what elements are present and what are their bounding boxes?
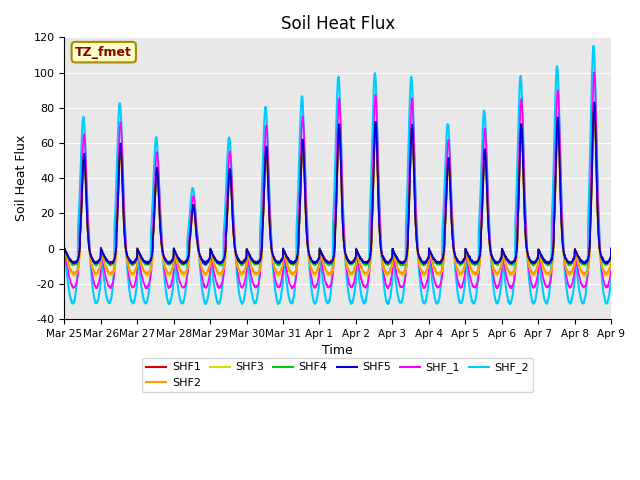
SHF3 bbox=[607, 245, 615, 251]
SHF3 bbox=[559, 247, 567, 252]
SHF_1 bbox=[213, 281, 221, 287]
SHF4 bbox=[591, 101, 598, 107]
SHF_2 bbox=[61, 247, 68, 253]
SHF_1 bbox=[61, 247, 68, 252]
SHF2 bbox=[365, 265, 373, 271]
SHF5 bbox=[201, 261, 209, 267]
SHF4 bbox=[574, 253, 582, 259]
SHF1 bbox=[213, 258, 221, 264]
SHF_2 bbox=[165, 301, 173, 307]
SHF4 bbox=[607, 245, 615, 251]
Legend: SHF1, SHF2, SHF3, SHF4, SHF5, SHF_1, SHF_2: SHF1, SHF2, SHF3, SHF4, SHF5, SHF_1, SHF… bbox=[142, 358, 534, 392]
SHF4 bbox=[61, 246, 68, 252]
SHF_1 bbox=[574, 268, 582, 274]
SHF_2 bbox=[559, 230, 567, 236]
SHF4 bbox=[559, 244, 567, 250]
SHF_1 bbox=[591, 69, 598, 75]
Line: SHF2: SHF2 bbox=[65, 116, 611, 275]
Line: SHF1: SHF1 bbox=[65, 104, 611, 264]
Line: SHF3: SHF3 bbox=[65, 111, 611, 276]
Title: Soil Heat Flux: Soil Heat Flux bbox=[280, 15, 395, 33]
SHF_2 bbox=[589, 43, 597, 49]
SHF5 bbox=[354, 250, 362, 256]
SHF5 bbox=[607, 246, 615, 252]
SHF3 bbox=[213, 269, 221, 275]
SHF2 bbox=[61, 246, 68, 252]
SHF_1 bbox=[497, 275, 504, 280]
SHF3 bbox=[354, 253, 362, 259]
SHF2 bbox=[559, 246, 567, 252]
Line: SHF_1: SHF_1 bbox=[65, 72, 611, 288]
SHF1 bbox=[354, 249, 362, 254]
Line: SHF4: SHF4 bbox=[65, 104, 611, 266]
Y-axis label: Soil Heat Flux: Soil Heat Flux bbox=[15, 135, 28, 221]
SHF_2 bbox=[213, 299, 221, 304]
SHF5 bbox=[497, 255, 504, 261]
SHF2 bbox=[607, 246, 615, 252]
SHF4 bbox=[365, 257, 373, 263]
SHF1 bbox=[497, 257, 504, 263]
SHF4 bbox=[354, 251, 362, 256]
SHF1 bbox=[574, 253, 582, 259]
SHF2 bbox=[324, 272, 332, 277]
Text: TZ_fmet: TZ_fmet bbox=[76, 46, 132, 59]
SHF4 bbox=[497, 258, 504, 264]
SHF3 bbox=[574, 260, 582, 265]
SHF_2 bbox=[497, 287, 504, 292]
SHF_1 bbox=[365, 272, 373, 277]
Line: SHF5: SHF5 bbox=[65, 102, 611, 264]
SHF5 bbox=[213, 260, 221, 265]
SHF_1 bbox=[559, 233, 567, 239]
SHF3 bbox=[497, 266, 504, 272]
SHF3 bbox=[61, 245, 68, 251]
SHF2 bbox=[574, 260, 582, 265]
SHF5 bbox=[61, 246, 68, 252]
SHF1 bbox=[129, 261, 137, 267]
SHF_2 bbox=[365, 221, 373, 227]
Line: SHF_2: SHF_2 bbox=[65, 46, 611, 304]
SHF5 bbox=[365, 257, 373, 263]
SHF3 bbox=[365, 267, 373, 273]
SHF1 bbox=[365, 257, 373, 263]
SHF2 bbox=[213, 268, 221, 274]
SHF_1 bbox=[353, 255, 361, 261]
SHF3 bbox=[591, 108, 598, 114]
X-axis label: Time: Time bbox=[323, 344, 353, 357]
SHF1 bbox=[61, 245, 68, 251]
SHF2 bbox=[354, 252, 362, 258]
SHF2 bbox=[591, 113, 598, 119]
SHF_2 bbox=[354, 263, 362, 268]
SHF3 bbox=[275, 274, 282, 279]
SHF_1 bbox=[384, 286, 392, 291]
SHF_2 bbox=[607, 245, 615, 251]
SHF5 bbox=[574, 253, 582, 259]
SHF4 bbox=[92, 263, 100, 269]
SHF_2 bbox=[574, 279, 582, 285]
SHF2 bbox=[497, 264, 504, 270]
SHF5 bbox=[559, 244, 567, 250]
SHF_1 bbox=[607, 246, 615, 252]
SHF4 bbox=[213, 260, 221, 265]
SHF1 bbox=[607, 247, 615, 252]
SHF1 bbox=[591, 101, 598, 107]
SHF5 bbox=[591, 99, 598, 105]
SHF1 bbox=[559, 244, 567, 250]
